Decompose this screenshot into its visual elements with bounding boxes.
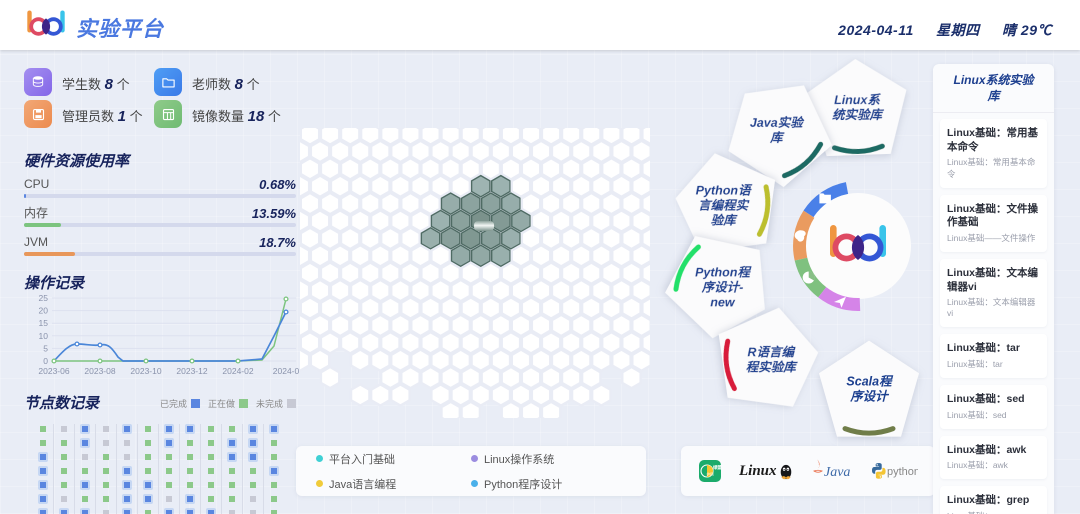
svg-text:5: 5 bbox=[43, 343, 48, 353]
svg-text:15: 15 bbox=[39, 318, 49, 328]
svg-text:25: 25 bbox=[39, 293, 49, 303]
svg-text:Linux: Linux bbox=[739, 463, 777, 479]
svg-text:0: 0 bbox=[43, 356, 48, 366]
svg-text:Scala程序设计: Scala程序设计 bbox=[846, 375, 894, 404]
svg-text:20: 20 bbox=[39, 306, 49, 316]
svg-text:2023-08: 2023-08 bbox=[84, 366, 115, 376]
svg-text:2024-0: 2024-0 bbox=[273, 366, 300, 376]
svg-text:python: python bbox=[887, 466, 918, 478]
svg-text:2024-02: 2024-02 bbox=[222, 366, 253, 376]
svg-text:Linux系统实验库: Linux系统实验库 bbox=[832, 93, 885, 122]
svg-text:Java: Java bbox=[824, 465, 850, 480]
svg-text:10: 10 bbox=[39, 331, 49, 341]
svg-text:2023-12: 2023-12 bbox=[176, 366, 207, 376]
svg-text:绿盟: 绿盟 bbox=[713, 464, 722, 471]
svg-text:护网: 护网 bbox=[706, 472, 714, 477]
svg-text:R语言编程实验库: R语言编程实验库 bbox=[746, 345, 799, 374]
svg-text:2023-10: 2023-10 bbox=[130, 366, 161, 376]
svg-text:2023-06: 2023-06 bbox=[38, 366, 69, 376]
